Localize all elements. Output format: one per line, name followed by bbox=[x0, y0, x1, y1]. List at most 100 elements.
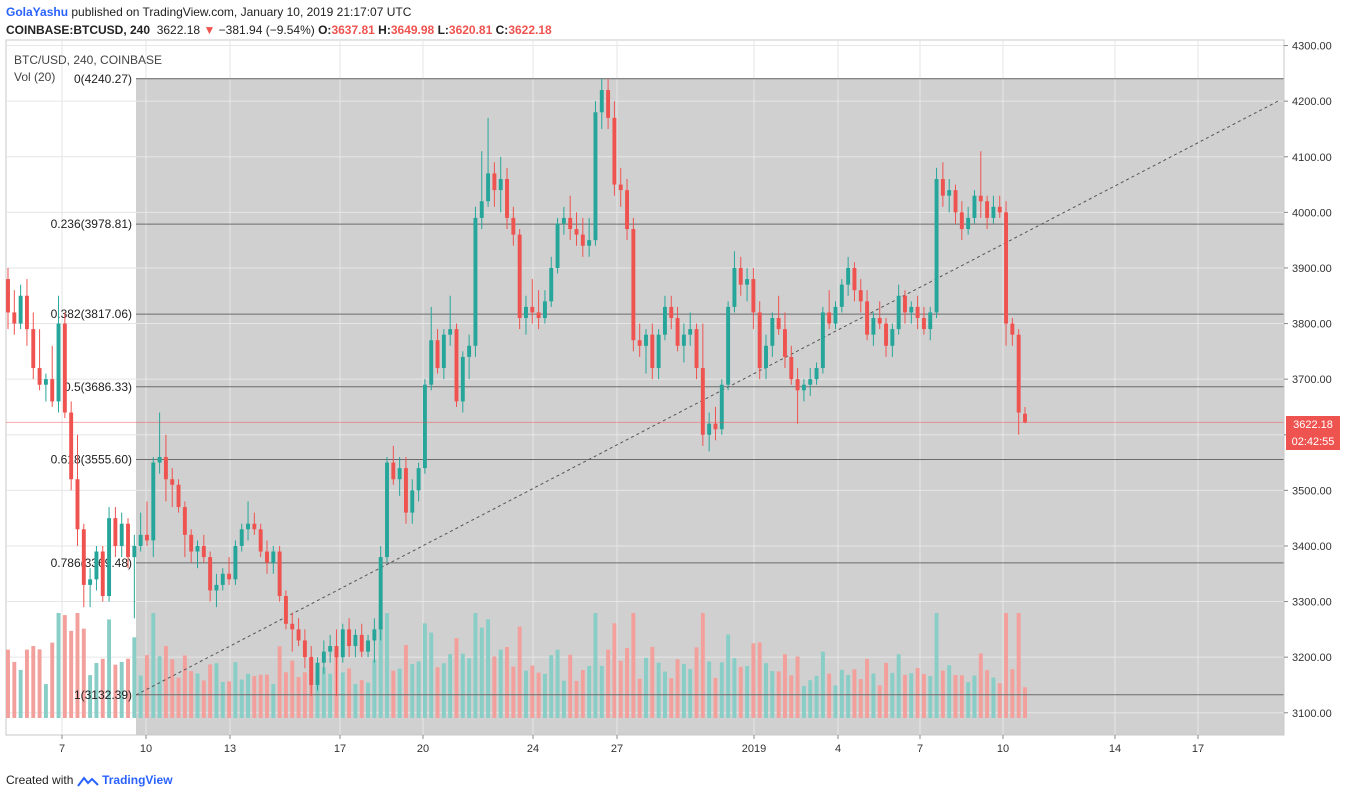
volume-bar bbox=[985, 670, 990, 718]
candle bbox=[1004, 201, 1009, 346]
candle bbox=[801, 379, 806, 402]
candle bbox=[201, 534, 206, 563]
volume-bar bbox=[315, 673, 320, 718]
candle bbox=[505, 167, 509, 230]
candle bbox=[163, 434, 168, 502]
last-price: 3622.18 bbox=[156, 23, 201, 37]
candle bbox=[536, 290, 541, 330]
y-tick-label: 4000.00 bbox=[1292, 207, 1332, 219]
fib-level-label: 0(4240.27) bbox=[74, 72, 132, 86]
volume-bar bbox=[921, 673, 926, 718]
volume-bar bbox=[62, 615, 67, 718]
close-label: C: bbox=[495, 23, 509, 37]
candle bbox=[789, 345, 794, 385]
volume-bar bbox=[593, 613, 598, 718]
candle bbox=[454, 323, 459, 407]
candle bbox=[517, 229, 522, 330]
candle bbox=[934, 167, 939, 318]
x-tick-label: 20 bbox=[417, 743, 429, 755]
volume-bar bbox=[820, 651, 825, 718]
volume-bar bbox=[366, 682, 371, 718]
volume-bar bbox=[915, 668, 920, 718]
candle bbox=[296, 618, 301, 647]
volume-bar bbox=[839, 669, 844, 718]
volume-bar bbox=[568, 654, 573, 718]
candles bbox=[6, 78, 1027, 697]
candle bbox=[321, 640, 326, 674]
fib-level-label: 0.236(3978.81) bbox=[51, 217, 132, 231]
volume-bar bbox=[877, 685, 882, 718]
candle bbox=[776, 295, 781, 335]
tradingview-brand[interactable]: TradingView bbox=[102, 773, 173, 787]
candle bbox=[662, 295, 667, 341]
fib-level-label: 0.786(3369.48) bbox=[51, 556, 132, 570]
candle bbox=[909, 301, 914, 324]
created-with-text: Created with bbox=[6, 773, 74, 787]
candle bbox=[479, 151, 484, 230]
tradingview-logo-icon bbox=[76, 776, 99, 787]
volume-bar bbox=[138, 675, 143, 718]
y-tick-label: 3800.00 bbox=[1292, 319, 1332, 331]
candle bbox=[688, 312, 693, 346]
volume-bar bbox=[517, 626, 522, 718]
x-tick-label: 24 bbox=[527, 743, 539, 755]
volume-bar bbox=[56, 613, 61, 718]
volume-bar bbox=[549, 655, 554, 718]
volume-bar bbox=[220, 681, 225, 718]
candle bbox=[561, 206, 566, 235]
bar-countdown: 02:42:55 bbox=[1292, 436, 1335, 448]
volume-bar bbox=[871, 673, 876, 718]
volume-bar bbox=[37, 649, 42, 718]
candle bbox=[233, 540, 238, 585]
trend-line bbox=[135, 100, 1279, 696]
candle bbox=[985, 195, 990, 230]
volume-bar bbox=[650, 646, 655, 718]
volume-bar bbox=[132, 637, 137, 718]
volume-bar bbox=[170, 659, 175, 718]
volume-bar bbox=[347, 668, 352, 718]
candle bbox=[997, 195, 1002, 218]
candle bbox=[31, 312, 36, 380]
volume-bar bbox=[296, 677, 301, 718]
current-price-value: 3622.18 bbox=[1293, 419, 1333, 431]
fib-level-label: 0.5(3686.33) bbox=[64, 380, 132, 394]
candle bbox=[182, 501, 187, 558]
candle bbox=[340, 623, 345, 663]
fib-levels: 0(4240.27) 0.236(3978.81) 0.382(3817.06) 0.… bbox=[51, 72, 1284, 702]
volume-bar bbox=[934, 613, 939, 718]
candle bbox=[599, 78, 604, 129]
volume-bar bbox=[258, 674, 263, 718]
x-tick-label: 17 bbox=[1192, 743, 1204, 755]
candle bbox=[62, 312, 67, 419]
volume-bar bbox=[94, 663, 99, 718]
candle bbox=[814, 362, 819, 385]
volume-bar bbox=[536, 672, 541, 718]
volume-bar bbox=[290, 660, 295, 718]
volume-bar bbox=[795, 656, 800, 718]
candle bbox=[113, 507, 118, 558]
candle bbox=[757, 301, 762, 380]
candle bbox=[972, 190, 977, 224]
volume-bar bbox=[808, 680, 813, 718]
candle bbox=[681, 323, 686, 363]
volume-bar bbox=[492, 656, 497, 718]
volume-bar bbox=[865, 658, 870, 718]
y-tick-label: 3200.00 bbox=[1292, 652, 1332, 664]
volume-bar bbox=[107, 619, 112, 718]
volume-bar bbox=[991, 677, 996, 718]
x-tick-label: 27 bbox=[611, 743, 623, 755]
candle bbox=[1023, 406, 1027, 424]
volume-bar bbox=[530, 665, 535, 718]
volume-bar bbox=[903, 674, 907, 718]
candle bbox=[239, 523, 244, 552]
candle bbox=[959, 201, 964, 241]
candle bbox=[359, 623, 364, 658]
volume-bar bbox=[1010, 669, 1015, 718]
volume-bar bbox=[764, 663, 768, 718]
candle bbox=[227, 557, 232, 585]
volume-bars bbox=[6, 613, 1027, 718]
author-name[interactable]: GolaYashu bbox=[6, 5, 69, 19]
volume-bar bbox=[498, 649, 503, 718]
x-tick-label: 4 bbox=[835, 743, 841, 755]
